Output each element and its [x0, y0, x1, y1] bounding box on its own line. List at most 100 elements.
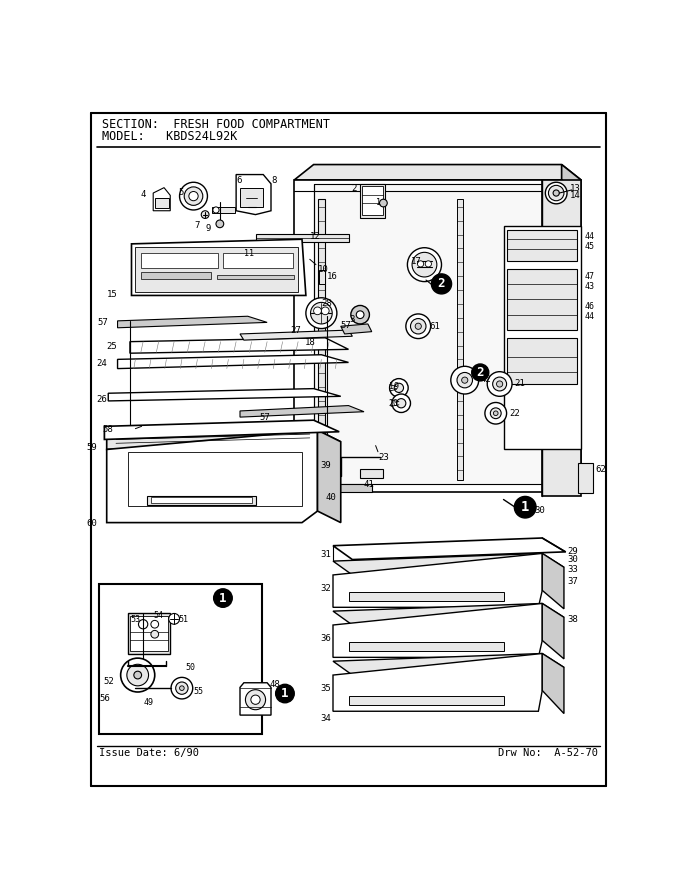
Text: 42: 42 [480, 375, 491, 384]
Circle shape [396, 399, 406, 408]
Text: 22: 22 [510, 409, 520, 418]
Circle shape [462, 377, 468, 384]
Text: 57: 57 [259, 413, 270, 422]
Text: 34: 34 [321, 714, 331, 723]
Circle shape [392, 394, 411, 412]
Text: 53: 53 [131, 615, 141, 624]
Bar [457, 199, 463, 481]
Text: 16: 16 [327, 272, 337, 281]
Text: 2: 2 [351, 184, 356, 193]
Text: 19: 19 [389, 383, 398, 392]
Polygon shape [333, 653, 542, 711]
Text: 46: 46 [585, 302, 595, 311]
Circle shape [553, 190, 560, 196]
Text: 1: 1 [375, 198, 381, 206]
Bar [151, 498, 252, 504]
Text: 2: 2 [438, 278, 445, 290]
Polygon shape [240, 406, 364, 417]
Polygon shape [542, 554, 564, 609]
Polygon shape [341, 324, 372, 334]
Bar [503, 226, 581, 449]
Text: Issue Date: 6/90: Issue Date: 6/90 [99, 748, 199, 758]
Circle shape [545, 182, 567, 204]
Polygon shape [108, 389, 341, 400]
Bar [141, 253, 218, 269]
Text: 12: 12 [310, 231, 320, 240]
Polygon shape [333, 554, 564, 575]
Text: 24: 24 [96, 360, 107, 368]
Text: 29: 29 [567, 547, 578, 556]
Polygon shape [107, 430, 318, 522]
Text: 31: 31 [321, 549, 331, 559]
Bar [348, 696, 503, 705]
Bar [99, 584, 262, 734]
Text: 33: 33 [567, 565, 578, 574]
Text: 1: 1 [219, 592, 226, 604]
Circle shape [127, 664, 148, 686]
Text: 23: 23 [378, 453, 389, 462]
Circle shape [494, 411, 498, 416]
Text: 14: 14 [570, 191, 581, 200]
Circle shape [216, 220, 224, 228]
Circle shape [313, 307, 322, 315]
Polygon shape [542, 603, 564, 659]
Polygon shape [104, 420, 339, 440]
Circle shape [492, 377, 507, 391]
Text: 57: 57 [97, 318, 108, 327]
Text: 36: 36 [321, 635, 331, 643]
Circle shape [245, 690, 266, 709]
Polygon shape [153, 188, 170, 211]
Bar [147, 496, 256, 505]
Circle shape [189, 191, 198, 201]
Text: 58: 58 [102, 425, 113, 433]
Bar [360, 184, 385, 218]
Circle shape [407, 247, 441, 281]
Polygon shape [118, 316, 267, 328]
Circle shape [412, 253, 437, 277]
Bar [348, 592, 503, 601]
Text: 11: 11 [244, 249, 254, 258]
Circle shape [394, 384, 403, 392]
Text: 60: 60 [86, 519, 97, 528]
Text: 10: 10 [318, 264, 328, 273]
Text: 40: 40 [325, 493, 336, 502]
Text: 13: 13 [570, 184, 581, 193]
Circle shape [322, 307, 329, 315]
Bar [256, 234, 348, 241]
Bar [128, 613, 170, 653]
Circle shape [406, 314, 430, 338]
Bar [318, 199, 325, 481]
Bar [212, 206, 235, 213]
Circle shape [451, 367, 479, 394]
Text: 3: 3 [350, 315, 355, 324]
Polygon shape [240, 683, 271, 715]
Polygon shape [507, 230, 577, 261]
Bar [240, 249, 298, 258]
Circle shape [472, 364, 489, 381]
Circle shape [251, 695, 260, 704]
Text: 35: 35 [321, 684, 331, 693]
Circle shape [311, 303, 333, 324]
Circle shape [151, 630, 158, 638]
Circle shape [175, 682, 188, 694]
Text: 20: 20 [389, 400, 398, 409]
Text: 30: 30 [567, 555, 578, 564]
Circle shape [139, 619, 148, 629]
Polygon shape [542, 653, 564, 714]
Polygon shape [236, 174, 271, 214]
Circle shape [306, 298, 337, 328]
Bar [319, 270, 325, 284]
Bar [135, 247, 298, 292]
Circle shape [134, 671, 141, 679]
Text: 32: 32 [321, 584, 331, 594]
Polygon shape [333, 653, 564, 675]
Text: 26: 26 [96, 395, 107, 404]
Polygon shape [507, 269, 577, 330]
Bar [130, 616, 168, 651]
Circle shape [549, 185, 564, 201]
Text: 44: 44 [585, 312, 595, 321]
Circle shape [496, 381, 503, 387]
Text: 50: 50 [186, 663, 196, 672]
Text: 39: 39 [321, 461, 331, 470]
Circle shape [485, 402, 507, 424]
